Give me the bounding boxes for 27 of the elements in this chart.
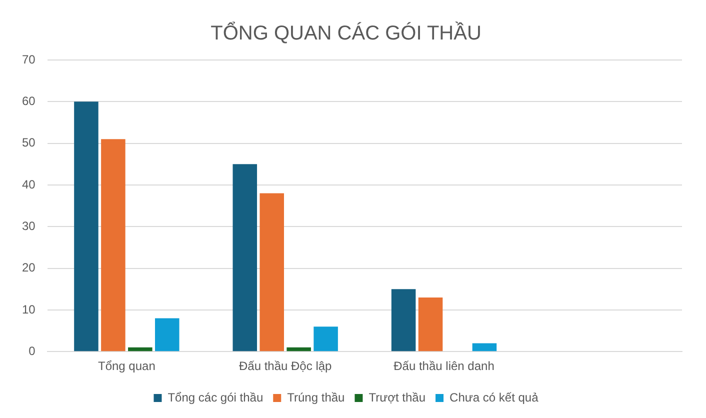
y-tick-label: 10	[22, 302, 36, 316]
bar	[418, 297, 443, 352]
x-tick-label: Tổng quan	[98, 359, 156, 374]
y-tick-label: 60	[22, 94, 36, 108]
y-tick-label: 50	[22, 136, 36, 150]
bar	[74, 102, 98, 352]
legend-label: Chưa có kết quả	[450, 390, 539, 404]
x-tick-label: Đấu thầu Độc lập	[238, 359, 332, 374]
bar	[314, 326, 338, 352]
bar	[232, 164, 258, 352]
legend-label: Trúng thầu	[287, 390, 345, 404]
y-tick-label: 70	[22, 52, 36, 66]
bar	[391, 289, 416, 352]
legend-label: Trượt thầu	[368, 390, 426, 404]
y-tick-label: 30	[22, 218, 36, 233]
y-tick-label: 20	[22, 260, 36, 275]
y-tick-label: 40	[22, 177, 36, 192]
bar	[101, 139, 126, 352]
bar	[128, 347, 152, 352]
bar	[472, 343, 497, 352]
x-tick-label: Đấu thầu liên danh	[394, 359, 494, 374]
legend-label: Tổng các gói thầu	[168, 390, 264, 404]
y-tick-label: 0	[28, 344, 36, 358]
bar	[260, 193, 284, 352]
chart-title: TỔNG QUAN CÁC GÓI THẦU	[210, 22, 482, 45]
bar	[155, 318, 180, 352]
bar	[286, 347, 311, 352]
